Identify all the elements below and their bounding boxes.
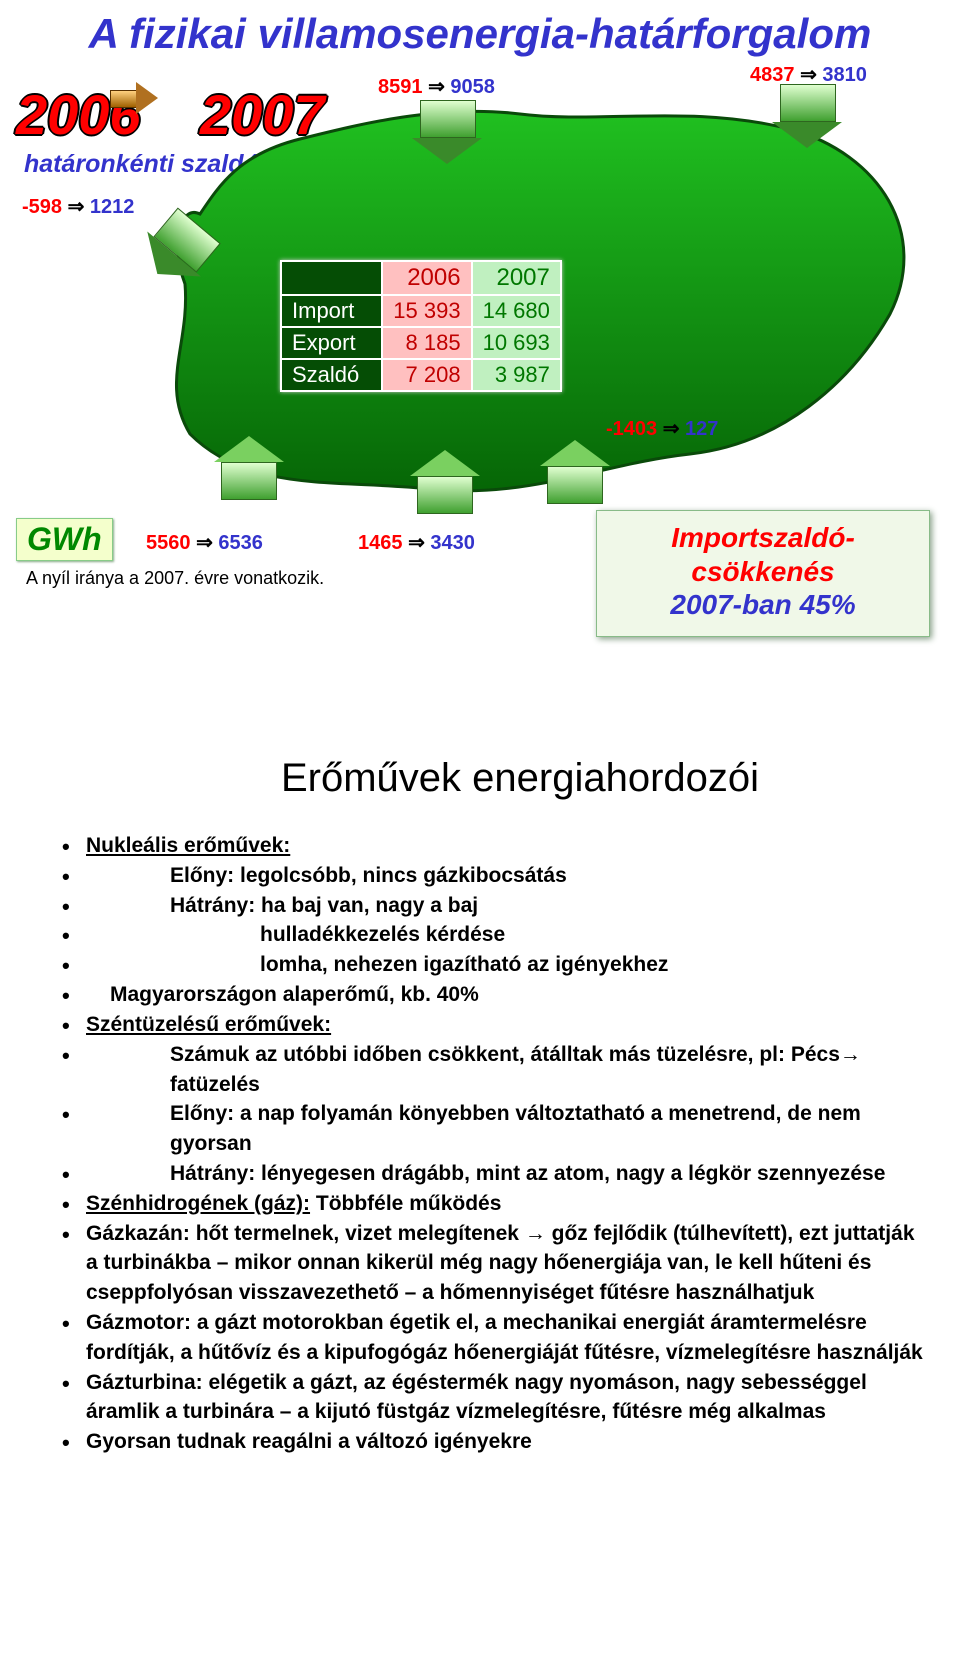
arrow-s1-out-icon bbox=[410, 450, 480, 514]
slide2-title: Erőművek energiahordozói bbox=[140, 756, 900, 801]
change-e: -1403 ⇒ 127 bbox=[606, 416, 718, 441]
list-item: Gázkazán: hőt termelnek, vizet melegíten… bbox=[80, 1219, 930, 1308]
arrow-s2-out-icon bbox=[540, 440, 610, 504]
list-item: Hátrány: lényegesen drágább, mint az ato… bbox=[80, 1159, 930, 1189]
arrow-ne-in-icon bbox=[780, 84, 842, 148]
change-sw: 5560 ⇒ 6536 bbox=[146, 530, 263, 555]
list-item: Hátrány: ha baj van, nagy a baj bbox=[80, 891, 930, 921]
list-item: lomha, nehezen igazítható az igényekhez bbox=[80, 950, 930, 980]
table-row: Szaldó 7 208 3 987 bbox=[281, 359, 561, 391]
arrow-north-in-icon bbox=[420, 100, 482, 164]
change-nw: -598 ⇒ 1212 bbox=[22, 194, 134, 219]
change-ne: 4837 ⇒ 3810 bbox=[750, 62, 867, 87]
main-title: A fizikai villamosenergia-határforgalom bbox=[0, 0, 960, 64]
col-2007-header: 2007 bbox=[472, 261, 561, 295]
arrow-direction-note: A nyíl iránya a 2007. évre vonatkozik. bbox=[26, 568, 324, 589]
change-s1: 1465 ⇒ 3430 bbox=[358, 530, 475, 555]
gwh-unit-box: GWh bbox=[16, 518, 113, 561]
slide-2-power-plants: Erőművek energiahordozói Nukleális erőmű… bbox=[0, 730, 960, 1660]
arrow-sw-out-icon bbox=[214, 436, 284, 500]
list-item: Magyarországon alaperőmű, kb. 40% bbox=[80, 980, 930, 1010]
slide2-bullet-list: Nukleális erőművek:Előny: legolcsóbb, ni… bbox=[40, 831, 930, 1457]
list-item: Gyorsan tudnak reagálni a változó igénye… bbox=[80, 1427, 930, 1457]
change-n1: 8591 ⇒ 9058 bbox=[378, 74, 495, 99]
slide-1-border-energy: A fizikai villamosenergia-határforgalom … bbox=[0, 0, 960, 730]
import-export-table: 2006 2007 Import 15 393 14 680 Export 8 … bbox=[280, 260, 562, 392]
import-box-line3: 2007-ban 45% bbox=[603, 588, 923, 622]
import-saldo-box: Importszaldó- csökkenés 2007-ban 45% bbox=[596, 510, 930, 637]
list-item: Nukleális erőművek: bbox=[80, 831, 930, 861]
import-box-line1: Importszaldó- bbox=[603, 521, 923, 555]
list-item: Számuk az utóbbi időben csökkent, átállt… bbox=[80, 1040, 930, 1100]
import-box-line2: csökkenés bbox=[603, 555, 923, 589]
table-row: Import 15 393 14 680 bbox=[281, 295, 561, 327]
list-item: Előny: legolcsóbb, nincs gázkibocsátás bbox=[80, 861, 930, 891]
list-item: Gázmotor: a gázt motorokban égetik el, a… bbox=[80, 1308, 930, 1368]
list-item: Széntüzelésű erőművek: bbox=[80, 1010, 930, 1040]
list-item: hulladékkezelés kérdése bbox=[80, 920, 930, 950]
list-item: Szénhidrogének (gáz): Többféle működés bbox=[80, 1189, 930, 1219]
table-row: Export 8 185 10 693 bbox=[281, 327, 561, 359]
list-item: Előny: a nap folyamán könyebben változta… bbox=[80, 1099, 930, 1159]
col-2006-header: 2006 bbox=[382, 261, 471, 295]
list-item: Gázturbina: elégetik a gázt, az égésterm… bbox=[80, 1368, 930, 1428]
table-corner bbox=[281, 261, 382, 295]
